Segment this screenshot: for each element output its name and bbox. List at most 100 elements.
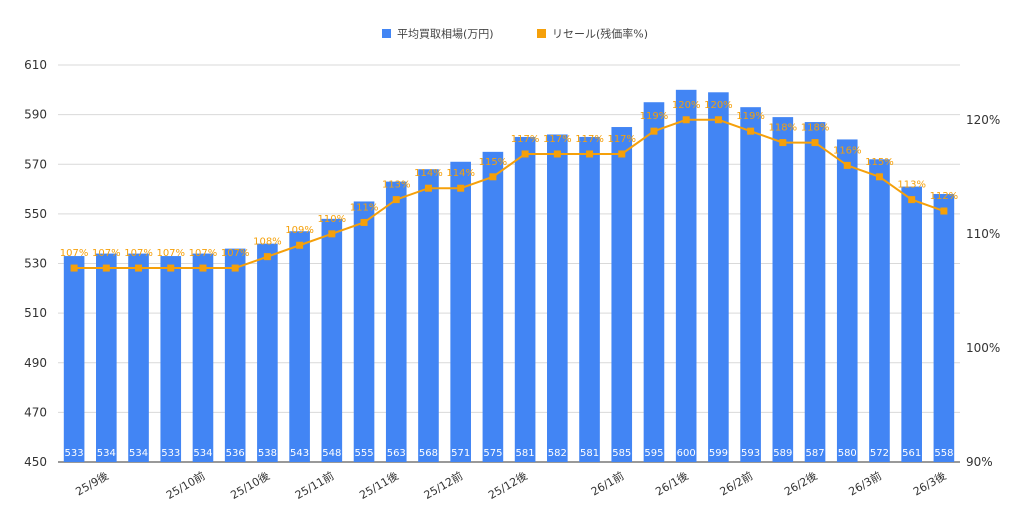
line-path bbox=[74, 118, 945, 270]
bar-value-label: 581 bbox=[580, 448, 599, 459]
bar bbox=[160, 256, 182, 462]
line-point bbox=[70, 264, 78, 272]
bar bbox=[385, 181, 407, 462]
line-point bbox=[135, 264, 143, 272]
bar-value-label: 571 bbox=[451, 448, 470, 459]
line-point bbox=[618, 150, 626, 158]
x-tick-label: 25/9後 bbox=[73, 468, 111, 498]
y-left-tick-label: 610 bbox=[24, 58, 47, 72]
x-tick-label: 26/3後 bbox=[910, 468, 948, 498]
line-value-label: 118% bbox=[769, 123, 798, 134]
bar-value-label: 599 bbox=[709, 448, 728, 459]
y-left-tick-label: 550 bbox=[24, 207, 47, 221]
line-point bbox=[553, 150, 561, 158]
bar bbox=[96, 253, 117, 462]
bar bbox=[514, 136, 536, 463]
line-point bbox=[199, 264, 207, 272]
bar-value-label: 580 bbox=[838, 448, 857, 459]
bar-value-label: 533 bbox=[161, 448, 180, 459]
y-left-tick-label: 530 bbox=[24, 257, 47, 271]
y-right-tick-label: 100% bbox=[966, 341, 1000, 355]
legend-label-bar: 平均買取相場(万円) bbox=[397, 28, 494, 41]
bar-series bbox=[63, 89, 955, 463]
bar-value-label: 575 bbox=[483, 448, 502, 459]
line-point bbox=[263, 253, 271, 261]
legend-swatch-line bbox=[537, 29, 546, 38]
bar bbox=[418, 169, 439, 462]
bar-value-label: 548 bbox=[322, 448, 341, 459]
bar bbox=[321, 218, 343, 462]
line-value-label: 107% bbox=[60, 248, 89, 259]
line-value-label: 112% bbox=[930, 191, 959, 202]
y-right-tick-label: 110% bbox=[966, 227, 1000, 241]
line-point bbox=[779, 139, 787, 147]
bar-value-label: 593 bbox=[741, 448, 760, 459]
line-value-labels: 107% 107% 107% 107% 107% 107%108%109%110%111%… bbox=[60, 100, 958, 259]
bar bbox=[353, 201, 375, 462]
bar bbox=[224, 248, 246, 462]
bar bbox=[901, 186, 922, 463]
line-point bbox=[586, 150, 594, 158]
bar-value-label: 536 bbox=[226, 448, 245, 459]
x-tick-label: 25/12前 bbox=[421, 468, 465, 501]
bar-value-label: 587 bbox=[805, 448, 824, 459]
line-value-label: 110% bbox=[318, 214, 347, 225]
x-tick-label: 26/1前 bbox=[588, 468, 626, 498]
bar bbox=[933, 194, 955, 462]
line-value-label: 117% bbox=[575, 134, 604, 145]
line-value-label: 107% bbox=[92, 248, 121, 259]
bar bbox=[804, 122, 826, 462]
legend: 平均買取相場(万円) リセール(残価率%) bbox=[382, 27, 648, 41]
bar-value-label: 534 bbox=[193, 448, 212, 459]
line-point bbox=[296, 241, 304, 249]
y-left-tick-label: 450 bbox=[24, 455, 47, 469]
line-value-label: 113% bbox=[897, 180, 926, 191]
y-left-tick-label: 510 bbox=[24, 306, 47, 320]
line-point bbox=[328, 230, 336, 238]
y-right-tick-label: 120% bbox=[966, 113, 1000, 127]
x-tick-label: 26/2前 bbox=[717, 468, 755, 498]
x-tick-label: 25/11前 bbox=[292, 468, 336, 501]
line-value-label: 107% bbox=[189, 248, 218, 259]
line-value-label: 117% bbox=[511, 134, 540, 145]
line-series bbox=[70, 116, 948, 272]
bar-value-label: 581 bbox=[516, 448, 535, 459]
line-value-label: 108% bbox=[253, 237, 282, 248]
line-point bbox=[102, 264, 110, 272]
line-point bbox=[650, 127, 658, 135]
line-value-label: 119% bbox=[736, 111, 765, 122]
bar bbox=[708, 92, 729, 462]
x-tick-label: 25/11後 bbox=[357, 468, 401, 501]
bar bbox=[547, 134, 568, 462]
line-value-label: 109% bbox=[285, 225, 314, 236]
line-value-label: 119% bbox=[640, 111, 669, 122]
bar-value-label: 595 bbox=[644, 448, 663, 459]
bar bbox=[63, 256, 85, 462]
bar-value-label: 585 bbox=[612, 448, 631, 459]
bar bbox=[289, 231, 310, 462]
x-tick-label: 26/2後 bbox=[782, 468, 820, 498]
line-point bbox=[747, 127, 755, 135]
line-value-label: 115% bbox=[479, 157, 508, 168]
line-point bbox=[489, 173, 497, 181]
line-value-label: 114% bbox=[446, 168, 475, 179]
line-value-label: 113% bbox=[382, 180, 411, 191]
bar-value-label: 589 bbox=[773, 448, 792, 459]
x-tick-label: 25/10後 bbox=[228, 468, 272, 501]
bar-value-label: 558 bbox=[934, 448, 953, 459]
y-axis-right: 90% 100% 110% 120% bbox=[966, 113, 1000, 469]
line-value-label: 114% bbox=[414, 168, 443, 179]
line-point bbox=[875, 173, 883, 181]
line-value-label: 118% bbox=[801, 123, 830, 134]
bar bbox=[579, 136, 600, 463]
bar bbox=[675, 89, 697, 462]
line-value-label: 107% bbox=[156, 248, 185, 259]
x-tick-label: 25/10前 bbox=[163, 468, 207, 501]
line-point bbox=[167, 264, 175, 272]
bar-value-label: 538 bbox=[258, 448, 277, 459]
bar bbox=[869, 159, 890, 462]
line-point bbox=[360, 218, 368, 226]
line-value-label: 116% bbox=[833, 145, 862, 156]
bar-value-label: 600 bbox=[677, 448, 696, 459]
bar-value-label: 563 bbox=[387, 448, 406, 459]
